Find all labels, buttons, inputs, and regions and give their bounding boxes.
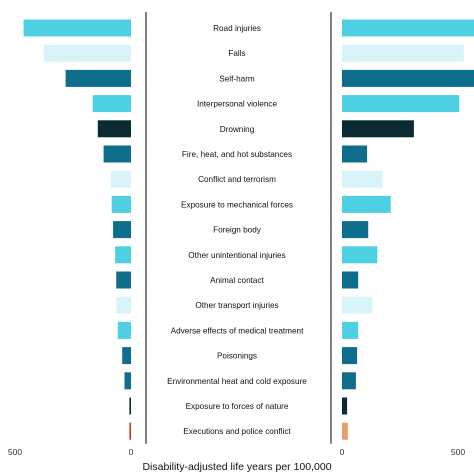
left-panel-bars <box>23 19 132 440</box>
left-bar-6 <box>103 145 131 163</box>
left-bar-5 <box>97 120 131 138</box>
right-bar-4 <box>342 95 460 113</box>
right-bar-11 <box>342 271 359 289</box>
right-bar-8 <box>342 195 391 213</box>
left-tick-label-500: 500 <box>8 447 22 457</box>
right-bar-1 <box>342 19 474 37</box>
right-bar-13 <box>342 321 359 339</box>
category-label-16: Exposure to forces of nature <box>186 402 289 411</box>
category-label-6: Fire, heat, and hot substances <box>182 150 292 159</box>
left-bar-14 <box>122 347 131 365</box>
category-label-10: Other unintentional injuries <box>188 251 285 260</box>
right-bar-5 <box>342 120 414 138</box>
category-label-1: Road injuries <box>213 24 261 33</box>
left-bar-8 <box>111 195 131 213</box>
category-label-7: Conflict and terrorism <box>198 175 276 184</box>
category-label-13: Adverse effects of medical treatment <box>171 326 304 335</box>
left-bar-2 <box>43 44 131 62</box>
category-label-12: Other transport injuries <box>195 301 278 310</box>
category-label-14: Poisonings <box>217 352 257 361</box>
right-bar-17 <box>342 422 348 440</box>
left-bar-15 <box>124 372 131 390</box>
right-bar-3 <box>342 69 474 87</box>
category-label-11: Animal contact <box>210 276 264 285</box>
left-bar-7 <box>110 170 131 188</box>
x-axis-label: Disability-adjusted life years per 100,0… <box>142 461 331 473</box>
category-label-9: Foreign body <box>213 226 262 235</box>
left-bar-16 <box>129 397 131 415</box>
left-bar-12 <box>116 296 131 314</box>
right-bar-2 <box>342 44 464 62</box>
category-label-4: Interpersonal violence <box>197 100 278 109</box>
right-bar-6 <box>342 145 368 163</box>
right-bar-10 <box>342 246 378 264</box>
left-bar-13 <box>117 321 131 339</box>
right-tick-label-0: 0 <box>340 447 345 457</box>
right-bar-15 <box>342 372 356 390</box>
left-bar-10 <box>115 246 131 264</box>
left-bar-17 <box>129 422 131 440</box>
category-label-15: Environmental heat and cold exposure <box>167 377 307 386</box>
right-panel-bars <box>342 19 474 440</box>
category-label-17: Executions and police conflict <box>183 427 291 436</box>
right-bar-7 <box>342 170 383 188</box>
category-labels: Road injuries Falls Self-harm Interpersonal… <box>167 24 307 436</box>
left-bar-11 <box>116 271 131 289</box>
category-label-3: Self-harm <box>219 74 255 83</box>
axis-ticks: 500 0 0 500 <box>8 447 465 457</box>
right-bar-14 <box>342 347 358 365</box>
category-label-8: Exposure to mechanical forces <box>181 200 293 209</box>
right-tick-label-500: 500 <box>451 447 465 457</box>
left-bar-4 <box>92 95 131 113</box>
right-bar-9 <box>342 221 369 239</box>
left-tick-label-0: 0 <box>129 447 134 457</box>
right-bar-12 <box>342 296 373 314</box>
left-bar-1 <box>23 19 132 37</box>
category-label-2: Falls <box>228 49 245 58</box>
left-bar-3 <box>65 69 131 87</box>
left-bar-9 <box>113 221 131 239</box>
category-label-5: Drowning <box>220 125 255 134</box>
right-bar-16 <box>342 397 348 415</box>
